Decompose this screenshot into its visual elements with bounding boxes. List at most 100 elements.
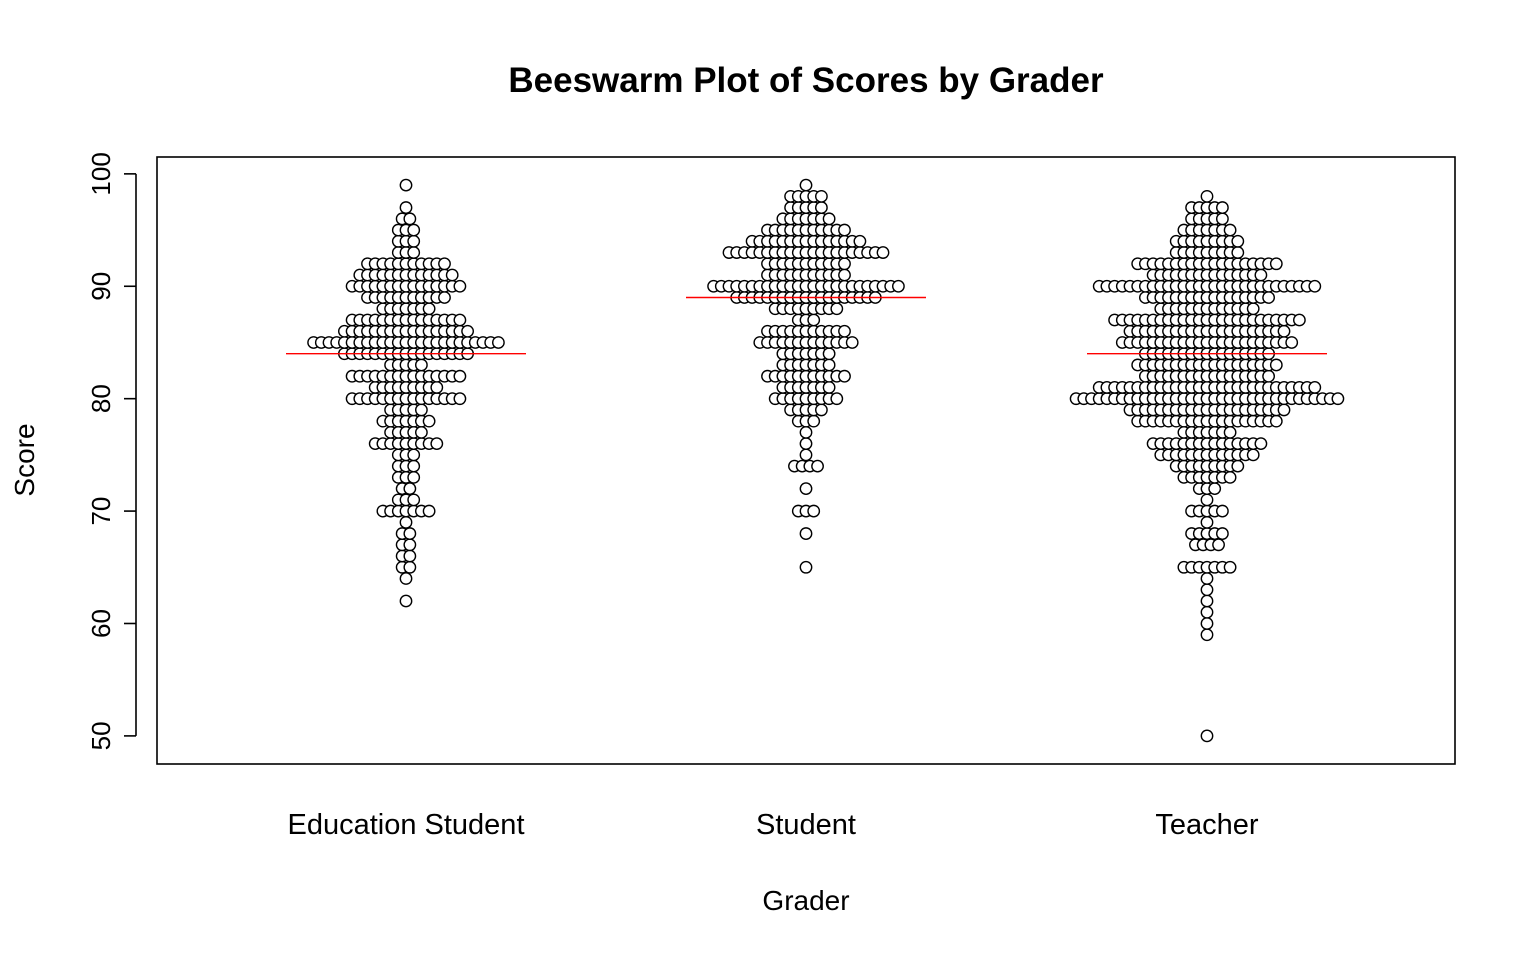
data-point <box>1269 358 1283 372</box>
data-point <box>1254 268 1268 282</box>
data-point <box>822 347 836 361</box>
data-point <box>399 201 413 214</box>
data-point <box>1200 583 1214 597</box>
data-point <box>399 572 413 585</box>
data-point <box>399 515 413 529</box>
data-point <box>403 560 417 574</box>
data-point <box>1200 617 1214 630</box>
data-point <box>822 381 836 394</box>
data-point <box>799 178 813 192</box>
data-point <box>1216 201 1229 214</box>
data-point <box>403 549 417 563</box>
data-point <box>407 470 421 484</box>
data-point <box>403 538 417 552</box>
data-point <box>853 234 867 248</box>
data-point <box>838 268 851 282</box>
data-point <box>830 392 844 406</box>
data-point <box>815 403 828 417</box>
data-point <box>1277 403 1291 417</box>
data-point <box>1331 392 1345 406</box>
median-lines <box>286 296 1327 355</box>
x-category-label: Education Student <box>287 809 524 841</box>
data-point <box>845 336 859 349</box>
data-point <box>1223 425 1237 439</box>
data-point <box>892 279 905 293</box>
data-point <box>799 425 813 439</box>
data-point <box>1200 594 1214 608</box>
data-point <box>438 257 451 271</box>
data-point <box>399 178 413 192</box>
y-axis: 50 60 70 80 90 100 <box>86 152 137 750</box>
data-point <box>399 594 413 608</box>
data-point <box>1200 605 1214 619</box>
data-point <box>799 527 813 540</box>
data-point <box>1200 189 1214 203</box>
data-point <box>491 336 505 349</box>
data-point <box>414 403 428 417</box>
y-tick-label: 90 <box>86 272 116 301</box>
data-point <box>799 482 813 496</box>
chart-title: Beeswarm Plot of Scores by Grader <box>508 61 1104 100</box>
data-point <box>838 223 851 237</box>
data-point <box>430 381 444 394</box>
data-point <box>1293 313 1306 327</box>
data-point <box>1200 493 1214 507</box>
data-point <box>453 369 467 383</box>
data-point <box>1231 234 1245 248</box>
data-point <box>453 279 467 293</box>
data-point <box>1200 572 1214 585</box>
data-point <box>1216 212 1229 226</box>
data-point <box>1246 302 1260 316</box>
data-point <box>811 459 824 473</box>
data-point <box>1223 223 1237 237</box>
y-tick-label: 70 <box>86 497 116 526</box>
data-point <box>1308 381 1322 394</box>
data-point <box>1262 291 1276 304</box>
data-point <box>407 246 421 259</box>
data-point <box>1223 560 1237 574</box>
data-point <box>1262 369 1276 383</box>
data-point <box>414 358 428 372</box>
data-point <box>430 437 444 451</box>
data-point <box>1231 246 1245 259</box>
data-point <box>1246 448 1260 462</box>
plot-frame <box>156 156 1456 765</box>
data-point <box>1285 336 1299 349</box>
data-point <box>1269 257 1283 271</box>
data-point <box>799 448 813 462</box>
data-point <box>838 369 851 383</box>
data-point <box>830 302 844 316</box>
data-point <box>822 358 836 372</box>
y-tick-label: 50 <box>86 721 116 750</box>
y-axis-label: Score <box>9 423 40 496</box>
data-point <box>453 313 467 327</box>
data-point <box>822 212 836 226</box>
data-point <box>1216 527 1229 540</box>
x-axis-label: Grader <box>762 885 849 916</box>
data-point <box>1254 437 1268 451</box>
data-point <box>407 493 421 507</box>
y-tick-label: 100 <box>86 152 116 195</box>
data-point <box>1231 459 1245 473</box>
y-tick-label: 80 <box>86 384 116 413</box>
data-points <box>307 178 1345 743</box>
data-point <box>838 324 851 338</box>
data-point <box>422 302 436 316</box>
data-point <box>799 437 813 451</box>
data-point <box>1200 729 1214 743</box>
data-point <box>403 482 417 496</box>
data-point <box>407 223 421 237</box>
data-point <box>876 246 890 259</box>
data-point <box>1200 628 1214 642</box>
data-point <box>453 392 467 406</box>
data-point <box>407 448 421 462</box>
data-point <box>1208 482 1222 496</box>
data-point <box>799 560 813 574</box>
data-point <box>461 324 474 338</box>
data-point <box>1200 515 1214 529</box>
data-point <box>1269 414 1283 428</box>
x-category-label: Student <box>756 809 856 841</box>
data-point <box>1212 538 1225 552</box>
x-category-label: Teacher <box>1155 809 1259 841</box>
